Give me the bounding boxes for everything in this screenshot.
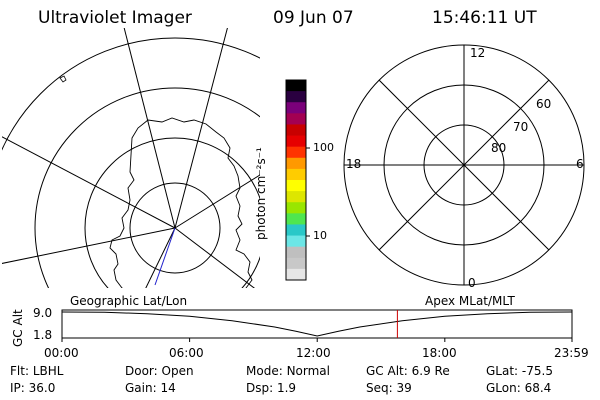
mlt-label-6: 6 xyxy=(576,157,584,171)
info-glat: GLat: -75.5 xyxy=(486,364,553,378)
colorbar-segment xyxy=(286,168,306,181)
colorbar-segment xyxy=(286,124,306,137)
colorbar-segment xyxy=(286,246,306,259)
colorbar-segment xyxy=(286,191,306,203)
colorbar-segment xyxy=(286,113,306,125)
info-mode: Mode: Normal xyxy=(246,364,330,378)
colorbar-segment xyxy=(286,157,306,170)
colorbar-segment xyxy=(286,235,306,248)
altitude-ytick-min: 1.8 xyxy=(33,328,53,342)
colorbar-segment xyxy=(286,180,306,192)
colorbar xyxy=(285,79,310,281)
altitude-xtick-2: 12:00 xyxy=(296,346,331,360)
meridian-7 xyxy=(145,227,176,288)
colorbar-tick-100: 100 xyxy=(313,141,334,154)
info-ip: IP: 36.0 xyxy=(10,381,56,395)
lat-label-80: 80 xyxy=(491,141,507,155)
info-gain: Gain: 14 xyxy=(125,381,176,395)
south-america-tip xyxy=(59,75,67,83)
altitude-xtick-4: 23:59 xyxy=(554,346,589,360)
colorbar-segment xyxy=(286,91,306,103)
altitude-xtick-3: 18:00 xyxy=(422,346,457,360)
info-door: Door: Open xyxy=(125,364,194,378)
lat-label-70: 70 xyxy=(513,120,529,134)
mlt-label-18: 18 xyxy=(346,157,362,171)
latitude-circle-outer xyxy=(34,87,260,288)
altitude-xtick-0: 00:00 xyxy=(44,346,79,360)
colorbar-segment xyxy=(286,213,306,225)
altitude-plot-frame xyxy=(61,309,573,339)
lat-label-60: 60 xyxy=(536,97,552,111)
geographic-map xyxy=(2,28,260,288)
altitude-xtick-1: 06:00 xyxy=(169,346,204,360)
meridian-3 xyxy=(2,136,176,229)
info-gc-alt: GC Alt: 6.9 Re xyxy=(366,364,450,378)
info-glon: GLon: 68.4 xyxy=(486,381,552,395)
latitude-circle-middle xyxy=(84,137,260,288)
meridian-6 xyxy=(174,227,255,288)
instrument-title: Ultraviolet Imager xyxy=(38,8,192,28)
colorbar-segment xyxy=(286,146,306,159)
meridian-4 xyxy=(2,227,176,264)
meridian-5 xyxy=(174,174,260,229)
info-dsp: Dsp: 1.9 xyxy=(246,381,297,395)
geographic-panel-label: Geographic Lat/Lon xyxy=(70,294,188,308)
colorbar-frame xyxy=(285,79,307,281)
colorbar-segment xyxy=(286,102,306,114)
info-seq: Seq: 39 xyxy=(366,381,412,395)
colorbar-unit-label: photon cm⁻²s⁻¹ xyxy=(254,147,268,240)
altitude-curve xyxy=(61,311,573,337)
latitude-circle-inner xyxy=(129,182,221,274)
mlt-line-diagonal-2 xyxy=(378,79,550,251)
meridian-2 xyxy=(174,28,228,229)
colorbar-segment xyxy=(286,257,306,270)
colorbar-segment xyxy=(286,268,306,281)
mlt-label-12: 12 xyxy=(470,46,486,60)
info-flt: Flt: LBHL xyxy=(10,364,64,378)
colorbar-segment xyxy=(286,202,306,214)
colorbar-segment xyxy=(286,135,306,148)
altitude-x-ticks xyxy=(61,338,573,342)
altitude-ytick-max: 9.0 xyxy=(33,306,53,320)
colorbar-segment xyxy=(286,224,306,237)
date-label: 09 Jun 07 xyxy=(273,8,354,28)
altitude-plot xyxy=(61,309,573,342)
colorbar-tick-10: 10 xyxy=(313,229,327,242)
apex-panel-label: Apex MLat/MLT xyxy=(425,294,515,308)
time-label: 15:46:11 UT xyxy=(432,8,537,28)
altitude-ylabel: GC Alt xyxy=(11,309,25,347)
apex-polar-grid xyxy=(343,44,585,286)
colorbar-segment xyxy=(286,80,306,92)
meridian-1 xyxy=(123,28,176,229)
antarctica-coastline xyxy=(109,117,253,288)
latitude-circle-outermost xyxy=(2,37,260,151)
mlt-label-0: 0 xyxy=(468,276,476,290)
terminator-line xyxy=(154,227,176,286)
